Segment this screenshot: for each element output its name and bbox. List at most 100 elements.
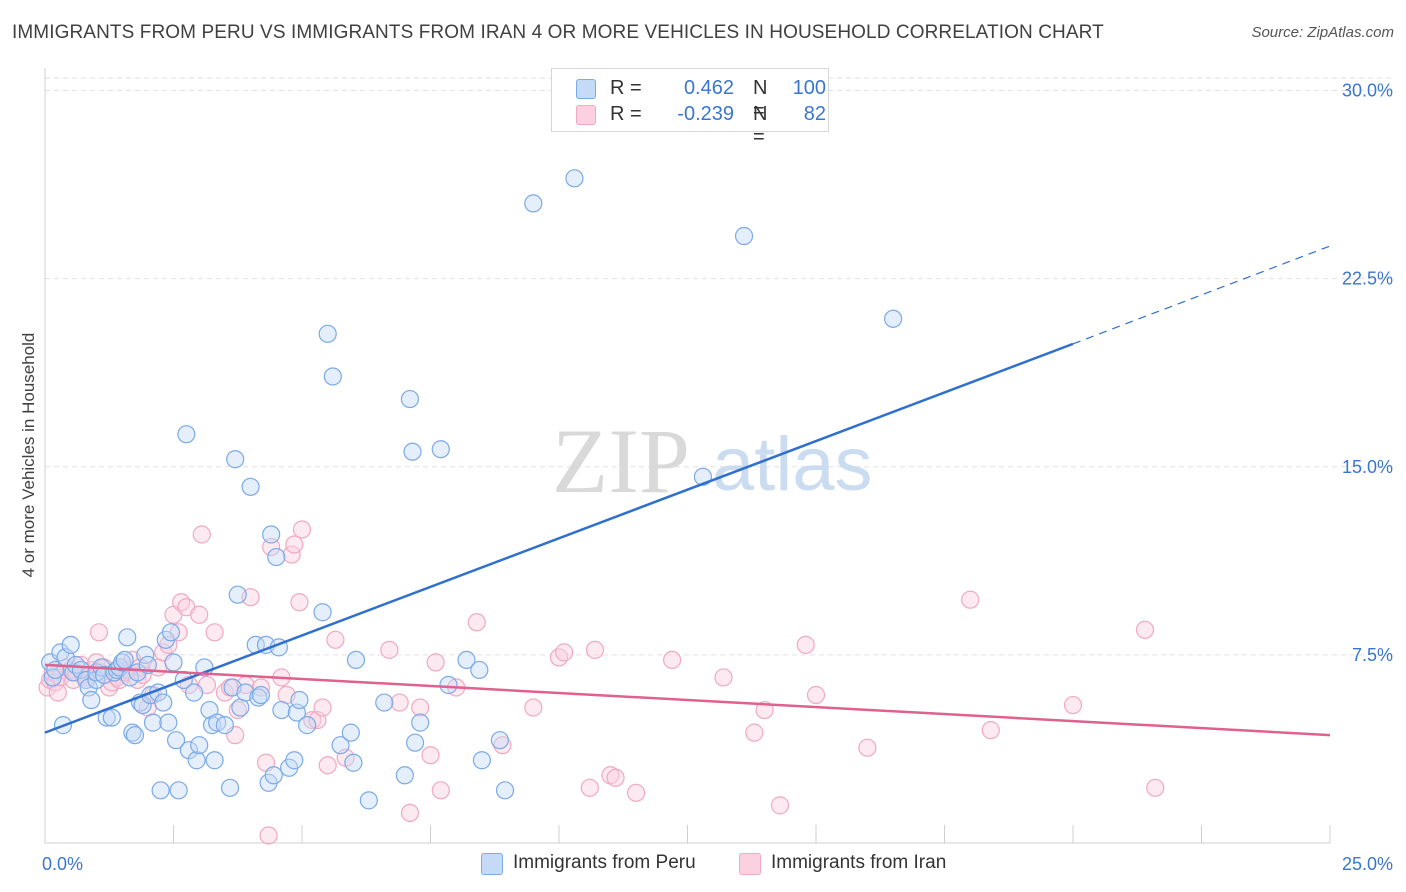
watermark-zip: ZIP xyxy=(552,410,690,512)
peru-point xyxy=(205,751,224,770)
peru-point xyxy=(262,525,281,544)
iran-point xyxy=(228,700,247,720)
peru-point xyxy=(318,324,337,343)
peru-point xyxy=(472,751,491,770)
iran-point xyxy=(190,605,209,624)
peru-point xyxy=(395,766,414,785)
peru-point xyxy=(411,713,430,732)
iran-point xyxy=(606,768,625,787)
iran-point xyxy=(858,738,877,757)
peru-trend-line xyxy=(44,342,1074,734)
iran-point xyxy=(411,698,430,717)
bottom-legend-swatch-iran xyxy=(739,853,761,875)
iran-point xyxy=(549,648,569,667)
iran-point xyxy=(1063,695,1083,715)
watermark-atlas: atlas xyxy=(712,422,873,507)
x-tick-labels: 0.0% 25.0% xyxy=(42,854,1393,874)
iran-point xyxy=(755,700,774,720)
y-tick-labels: 7.5% 15.0% 22.5% 30.0% xyxy=(1342,81,1393,665)
peru-point xyxy=(341,723,360,742)
iran-point xyxy=(421,746,440,765)
peru-point xyxy=(159,713,178,732)
chart-title: IMMIGRANTS FROM PERU VS IMMIGRANTS FROM … xyxy=(12,22,1104,43)
peru-point xyxy=(115,650,134,670)
peru-point xyxy=(290,690,309,710)
peru-point xyxy=(734,226,754,246)
peru-point xyxy=(323,367,342,386)
bottom-legend-label-iran: Immigrants from Iran xyxy=(771,852,947,873)
peru-point xyxy=(61,635,80,654)
legend-swatch-iran xyxy=(576,105,596,125)
peru-point xyxy=(346,650,366,670)
watermark: ZIP atlas xyxy=(552,410,873,512)
iran-point xyxy=(172,593,191,612)
legend-n-label: N = xyxy=(753,103,768,148)
peru-point xyxy=(313,603,332,622)
y-axis-label: 4 or more Vehicles in Household xyxy=(19,333,38,578)
y-tick-label: 7.5% xyxy=(1352,645,1393,665)
iran-point xyxy=(285,535,304,554)
peru-point xyxy=(151,781,170,800)
peru-point xyxy=(344,753,363,772)
peru-point xyxy=(470,660,489,680)
source-note: Source: ZipAtlas.com xyxy=(1251,24,1394,41)
legend-n-value-iran: 82 xyxy=(803,103,826,125)
peru-point xyxy=(154,693,173,712)
peru-point xyxy=(112,653,132,672)
iran-point xyxy=(326,630,345,649)
iran-point xyxy=(1146,778,1165,797)
peru-point xyxy=(524,194,543,213)
peru-point xyxy=(883,309,903,328)
iran-point xyxy=(262,537,281,557)
peru-point xyxy=(184,683,204,702)
iran-trend-line xyxy=(44,663,1331,737)
axes xyxy=(44,68,1331,844)
bottom-legend-swatch-peru xyxy=(481,853,503,875)
peru-point xyxy=(359,791,378,810)
iran-point xyxy=(493,736,512,755)
iran-point xyxy=(961,590,980,609)
iran-point xyxy=(303,710,322,730)
bottom-legend-label-peru: Immigrants from Peru xyxy=(513,852,696,873)
iran-point xyxy=(390,693,409,712)
peru-point xyxy=(403,442,422,461)
iran-point xyxy=(981,721,1000,740)
stats-legend: R = 0.462 N = 100 R = -0.239 N = 82 xyxy=(551,68,829,148)
iran-point xyxy=(662,650,682,670)
legend-swatch-peru xyxy=(576,79,596,99)
iran-point xyxy=(770,796,790,815)
peru-point xyxy=(179,741,199,760)
iran-point xyxy=(48,683,67,702)
peru-point xyxy=(251,685,270,705)
peru-point xyxy=(125,726,145,745)
peru-point xyxy=(215,716,234,735)
peru-point xyxy=(272,700,291,720)
peru-point xyxy=(264,766,283,785)
legend-r-value-peru: 0.462 xyxy=(683,77,734,99)
peru-point xyxy=(187,751,206,770)
iran-point xyxy=(467,613,486,632)
iran-point xyxy=(580,778,599,797)
peru-point xyxy=(161,623,181,642)
grid-lines xyxy=(45,77,1392,656)
peru-point xyxy=(285,751,304,770)
peru-point xyxy=(267,547,286,567)
iran-point xyxy=(601,766,620,785)
peru-point xyxy=(202,716,222,735)
peru-point xyxy=(298,716,317,735)
peru-point xyxy=(164,653,183,672)
iran-point xyxy=(555,643,574,662)
legend-r-value-iran: -0.239 xyxy=(677,103,734,125)
iran-point xyxy=(745,723,764,742)
x-tick-label: 0.0% xyxy=(42,854,83,874)
iran-point xyxy=(313,698,332,717)
peru-point xyxy=(490,731,509,750)
iran-point xyxy=(318,756,337,775)
peru-point xyxy=(143,713,163,732)
iran-point xyxy=(1135,620,1155,639)
iran-point xyxy=(714,668,733,687)
iran-point xyxy=(89,623,109,642)
iran-point xyxy=(292,520,312,539)
iran-point xyxy=(806,685,826,705)
